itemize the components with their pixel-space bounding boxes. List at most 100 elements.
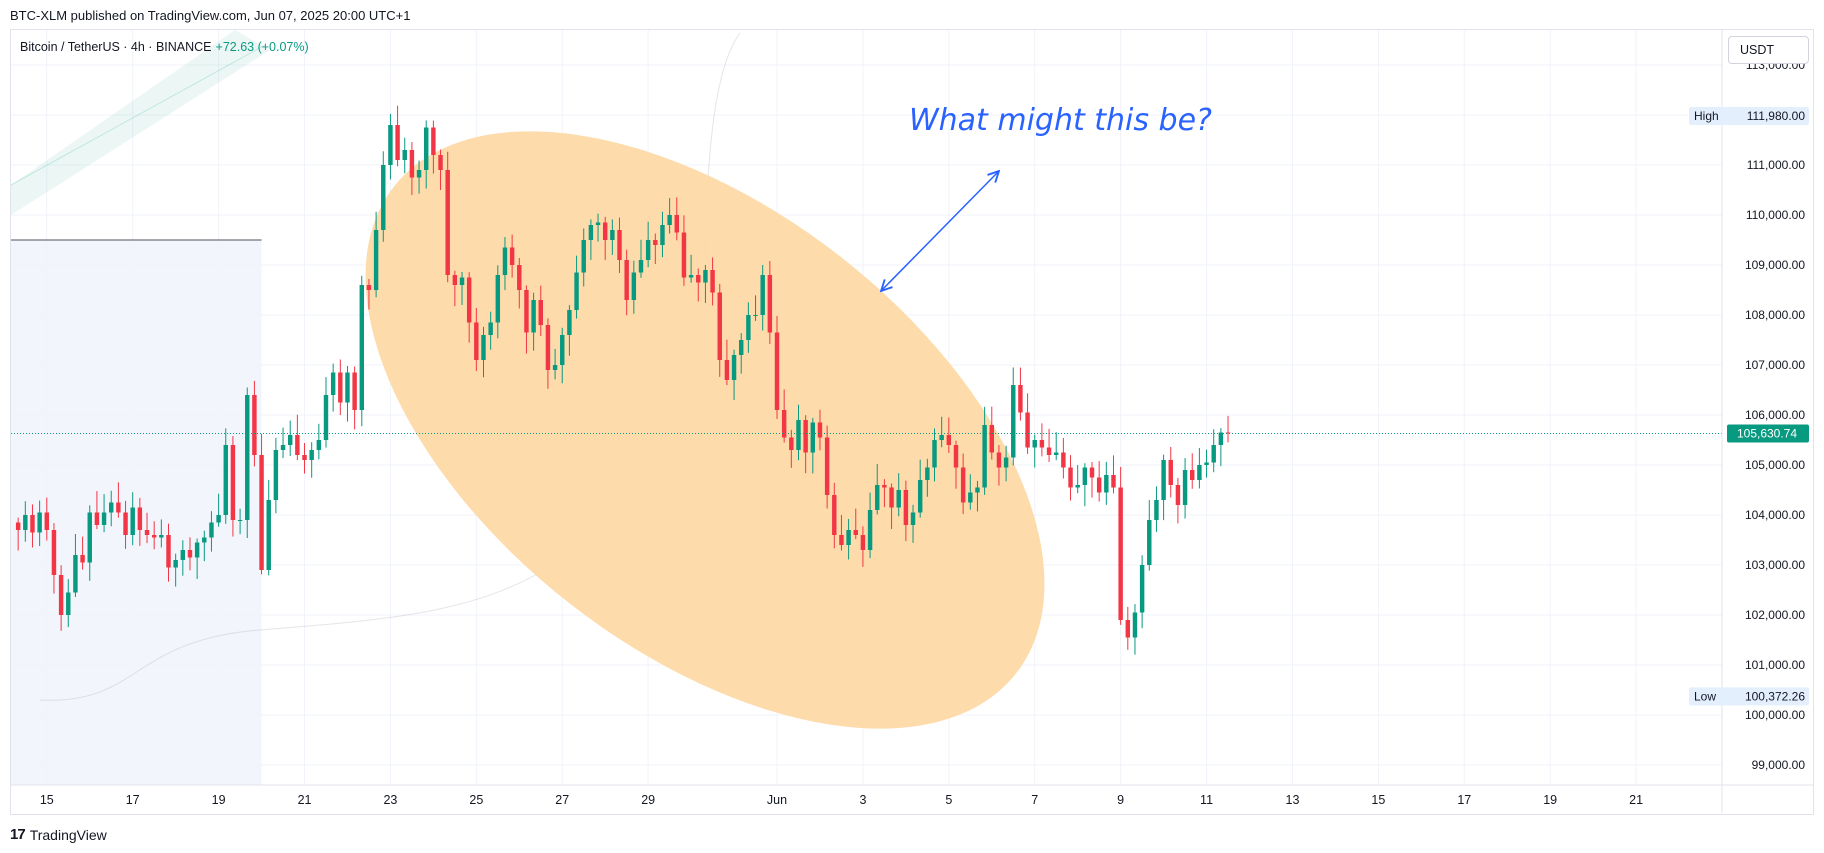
candle-up xyxy=(495,265,501,339)
candle-up xyxy=(381,151,386,242)
candle-up xyxy=(245,387,250,538)
candle-body xyxy=(760,275,765,315)
candle-body xyxy=(538,300,543,325)
candle-body xyxy=(660,225,665,245)
candle-body xyxy=(989,425,995,453)
candle-up xyxy=(130,492,135,546)
candle-down xyxy=(438,149,443,191)
candle-up xyxy=(209,511,214,552)
low-marker-bg xyxy=(1689,687,1809,706)
candle-body xyxy=(617,230,622,260)
candle-down xyxy=(116,482,121,518)
candle-body xyxy=(1139,565,1145,613)
candle-body xyxy=(187,550,193,558)
candle-up xyxy=(109,490,114,527)
candle-down xyxy=(431,120,436,174)
candle-body xyxy=(867,510,873,550)
candle-up xyxy=(202,530,207,562)
candle-down xyxy=(1025,393,1030,454)
annotations xyxy=(11,172,1722,434)
candle-up xyxy=(237,508,243,535)
high-marker-bg xyxy=(1689,107,1809,125)
candle-down xyxy=(1111,455,1116,494)
candle-down xyxy=(452,270,458,307)
candle-body xyxy=(15,522,21,530)
candle-up xyxy=(1211,429,1216,473)
price-change: +72.63 (+0.07%) xyxy=(215,40,309,54)
candle-up xyxy=(1154,486,1159,532)
x-tick-label: 25 xyxy=(469,793,483,807)
candle-body xyxy=(474,322,479,360)
y-tick-label: 110,000.00 xyxy=(1746,208,1805,222)
y-tick-label: 106,000.00 xyxy=(1745,408,1805,422)
candle-up xyxy=(1182,458,1188,519)
candle-down xyxy=(1168,446,1173,498)
candle-up xyxy=(610,219,615,255)
candle-down xyxy=(653,233,658,265)
y-tick-label: 103,000.00 xyxy=(1745,558,1805,572)
candle-up xyxy=(631,260,637,314)
candle-body xyxy=(753,315,758,316)
candle-up xyxy=(638,239,644,278)
candle-down xyxy=(259,433,264,575)
candle-up xyxy=(1161,454,1166,521)
candle-up xyxy=(37,500,42,547)
candle-body xyxy=(560,335,565,365)
candle-up xyxy=(667,198,672,234)
candle-body xyxy=(638,260,644,273)
candle-up xyxy=(481,326,486,378)
candle-body xyxy=(1132,612,1138,638)
candle-up xyxy=(939,416,944,448)
candle-down xyxy=(960,453,966,515)
candle-down xyxy=(624,249,629,316)
candle-body xyxy=(1154,500,1159,520)
candle-body xyxy=(202,537,207,543)
candle-down xyxy=(817,409,823,451)
candle-body xyxy=(216,515,221,523)
low-value: 100,372.26 xyxy=(1745,689,1805,703)
candle-up xyxy=(1104,461,1109,505)
annotation-text[interactable]: What might this be? xyxy=(909,103,1212,138)
candle-body xyxy=(846,530,851,545)
candle-body xyxy=(137,507,143,530)
candle-up xyxy=(23,501,28,542)
candle-body xyxy=(875,485,880,510)
candle-body xyxy=(245,395,250,520)
candle-up xyxy=(738,333,744,374)
candle-body xyxy=(166,535,171,568)
candle-body xyxy=(681,232,687,278)
candle-body xyxy=(946,435,952,445)
candle-up xyxy=(746,302,751,353)
candle-up xyxy=(660,211,665,258)
candle-body xyxy=(688,275,694,278)
candle-up xyxy=(194,538,200,579)
candle-up xyxy=(488,311,493,350)
candle-body xyxy=(1011,385,1016,458)
candle-body xyxy=(431,127,436,155)
candle-down xyxy=(338,359,343,416)
candle-up xyxy=(982,406,987,495)
candle-body xyxy=(1003,457,1009,468)
candle-body xyxy=(1204,462,1209,465)
publish-info: BTC-XLM published on TradingView.com, Ju… xyxy=(10,8,411,23)
candle-body xyxy=(917,480,923,513)
candle-body xyxy=(882,485,887,488)
candle-body xyxy=(595,222,601,225)
chart-pane[interactable] xyxy=(10,29,1814,815)
candle-body xyxy=(1053,452,1059,455)
candle-body xyxy=(896,490,901,508)
candle-up xyxy=(323,377,329,448)
candle-down xyxy=(839,514,844,551)
y-tick-label: 111,000.00 xyxy=(1747,158,1806,172)
tradingview-footer[interactable]: 17 TradingView xyxy=(10,826,107,843)
candle-up xyxy=(731,349,737,401)
candle-down xyxy=(51,523,57,594)
x-tick-label: 21 xyxy=(298,793,312,807)
x-tick-label: Jun xyxy=(767,793,787,807)
candle-down xyxy=(602,216,608,260)
candle-up xyxy=(968,474,973,510)
candle-up xyxy=(280,427,286,459)
currency-button[interactable]: USDT xyxy=(1728,36,1809,64)
candle-down xyxy=(767,260,773,344)
